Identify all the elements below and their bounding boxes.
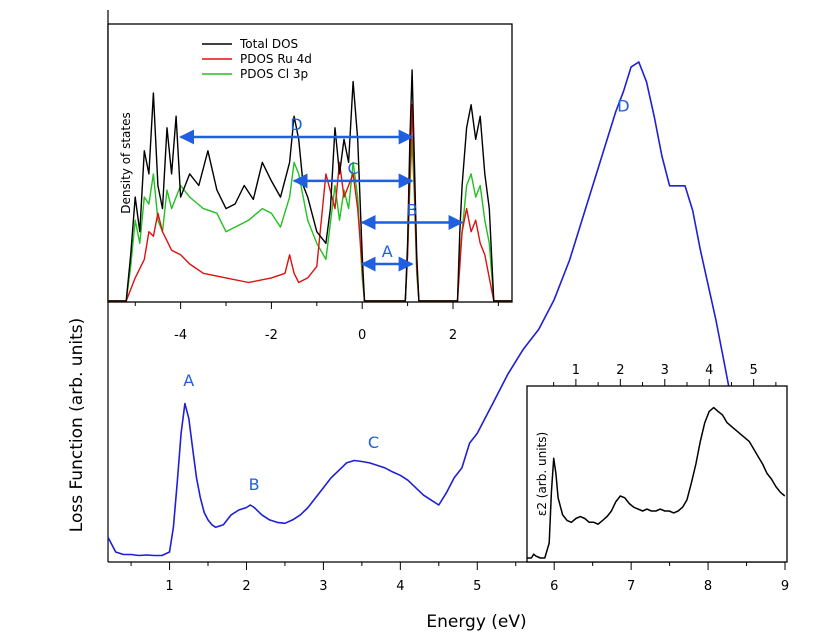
main-x-tick-label: 6 bbox=[550, 579, 558, 594]
main-x-tick-label: 3 bbox=[319, 579, 327, 594]
dos-x-tick-label: -2 bbox=[265, 328, 278, 343]
eps-x-tick-label: 5 bbox=[750, 363, 758, 378]
main-x-tick-label: 7 bbox=[627, 579, 635, 594]
main-x-tick-label: 5 bbox=[473, 579, 481, 594]
dos-inset-frame bbox=[107, 23, 513, 303]
dos-x-tick-label: 0 bbox=[358, 328, 366, 343]
main-x-tick-label: 9 bbox=[781, 579, 789, 594]
main-x-tick-label: 2 bbox=[242, 579, 250, 594]
dos-x-tick-label: -4 bbox=[174, 328, 187, 343]
eps-x-tick-label: 1 bbox=[572, 363, 580, 378]
dos-legend-label: PDOS Cl 3p bbox=[240, 67, 308, 81]
eps-y-axis-title: ε2 (arb. units) bbox=[535, 432, 549, 516]
main-series-line bbox=[107, 61, 786, 557]
dos-y-axis-title: Density of states bbox=[119, 112, 133, 213]
dos-series-total-dos bbox=[108, 69, 512, 302]
main-x-tick-label: 8 bbox=[704, 579, 712, 594]
dos-transition-label-c: C bbox=[348, 159, 359, 178]
eps-x-tick-label: 2 bbox=[616, 363, 624, 378]
main-x-tick-label: 4 bbox=[396, 579, 404, 594]
main-x-tick-label: 1 bbox=[165, 579, 173, 594]
dos-legend-label: PDOS Ru 4d bbox=[240, 52, 312, 66]
dos-transition-label-d: D bbox=[290, 115, 302, 134]
eps-x-tick-label: 3 bbox=[661, 363, 669, 378]
eps-x-tick-label: 4 bbox=[705, 363, 713, 378]
dos-x-tick-label: 2 bbox=[449, 328, 457, 343]
eps-series-line bbox=[527, 406, 786, 559]
epsilon2-inset: 1 2 3 4 5 ε2 (arb. units) bbox=[526, 363, 788, 563]
dos-transition-label-a: A bbox=[382, 242, 393, 261]
main-peak-label-d: D bbox=[617, 97, 629, 116]
dos-transition-label-b: B bbox=[407, 200, 418, 219]
eps-inset-frame bbox=[526, 385, 788, 563]
main-peak-label-c: C bbox=[368, 433, 379, 452]
main-y-axis-title: Loss Function (arb. units) bbox=[67, 318, 87, 532]
main-peak-label-a: A bbox=[183, 371, 194, 390]
main-x-axis-title: Energy (eV) bbox=[426, 612, 526, 632]
main-plot: 1 2 3 4 5 6 7 8 9 Energy (eV) Loss Function (arb. … bbox=[67, 10, 789, 632]
main-peak-label-b: B bbox=[249, 475, 260, 494]
dos-legend-label: Total DOS bbox=[239, 37, 298, 51]
